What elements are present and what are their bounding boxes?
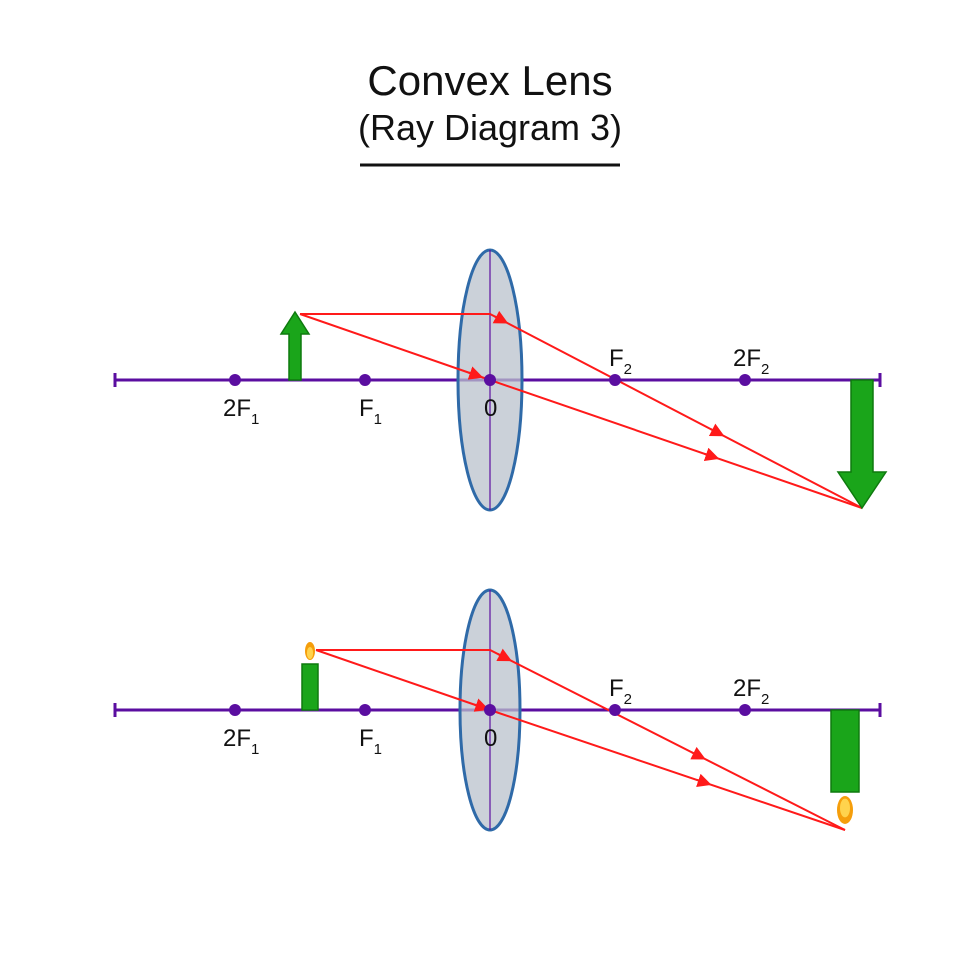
point-2F1 — [229, 374, 241, 386]
label-2F2: 2F2 — [733, 345, 769, 378]
ray-diagram-canvas: Convex Lens(Ray Diagram 3)2F1F10F22F22F1… — [0, 0, 980, 980]
label-F2: F2 — [609, 675, 632, 708]
ray-2 — [300, 314, 862, 508]
point-F1 — [359, 704, 371, 716]
point-O — [484, 704, 496, 716]
label-F1: F1 — [359, 395, 382, 428]
point-2F1 — [229, 704, 241, 716]
label-2F1: 2F1 — [223, 725, 259, 758]
label-F2: F2 — [609, 345, 632, 378]
point-2F2 — [739, 704, 751, 716]
label-O: 0 — [484, 725, 497, 752]
title-line-2: (Ray Diagram 3) — [358, 107, 622, 148]
point-F1 — [359, 374, 371, 386]
point-F2 — [609, 374, 621, 386]
point-O — [484, 374, 496, 386]
object-arrow — [281, 312, 309, 380]
diagram-1: 2F1 F1 0 F2 2F2 — [115, 250, 880, 510]
label-O: 0 — [484, 395, 497, 422]
point-F2 — [609, 704, 621, 716]
point-2F2 — [739, 374, 751, 386]
image-arrow — [838, 380, 886, 508]
label-2F2: 2F2 — [733, 675, 769, 708]
label-2F1: 2F1 — [223, 395, 259, 428]
title-line-1: Convex Lens — [367, 57, 612, 104]
label-F1: F1 — [359, 725, 382, 758]
diagram-2: 2F1 F1 0 F2 2F2 — [115, 590, 880, 830]
image-candle — [831, 710, 859, 824]
object-candle — [302, 642, 318, 710]
ray-2 — [316, 650, 845, 830]
